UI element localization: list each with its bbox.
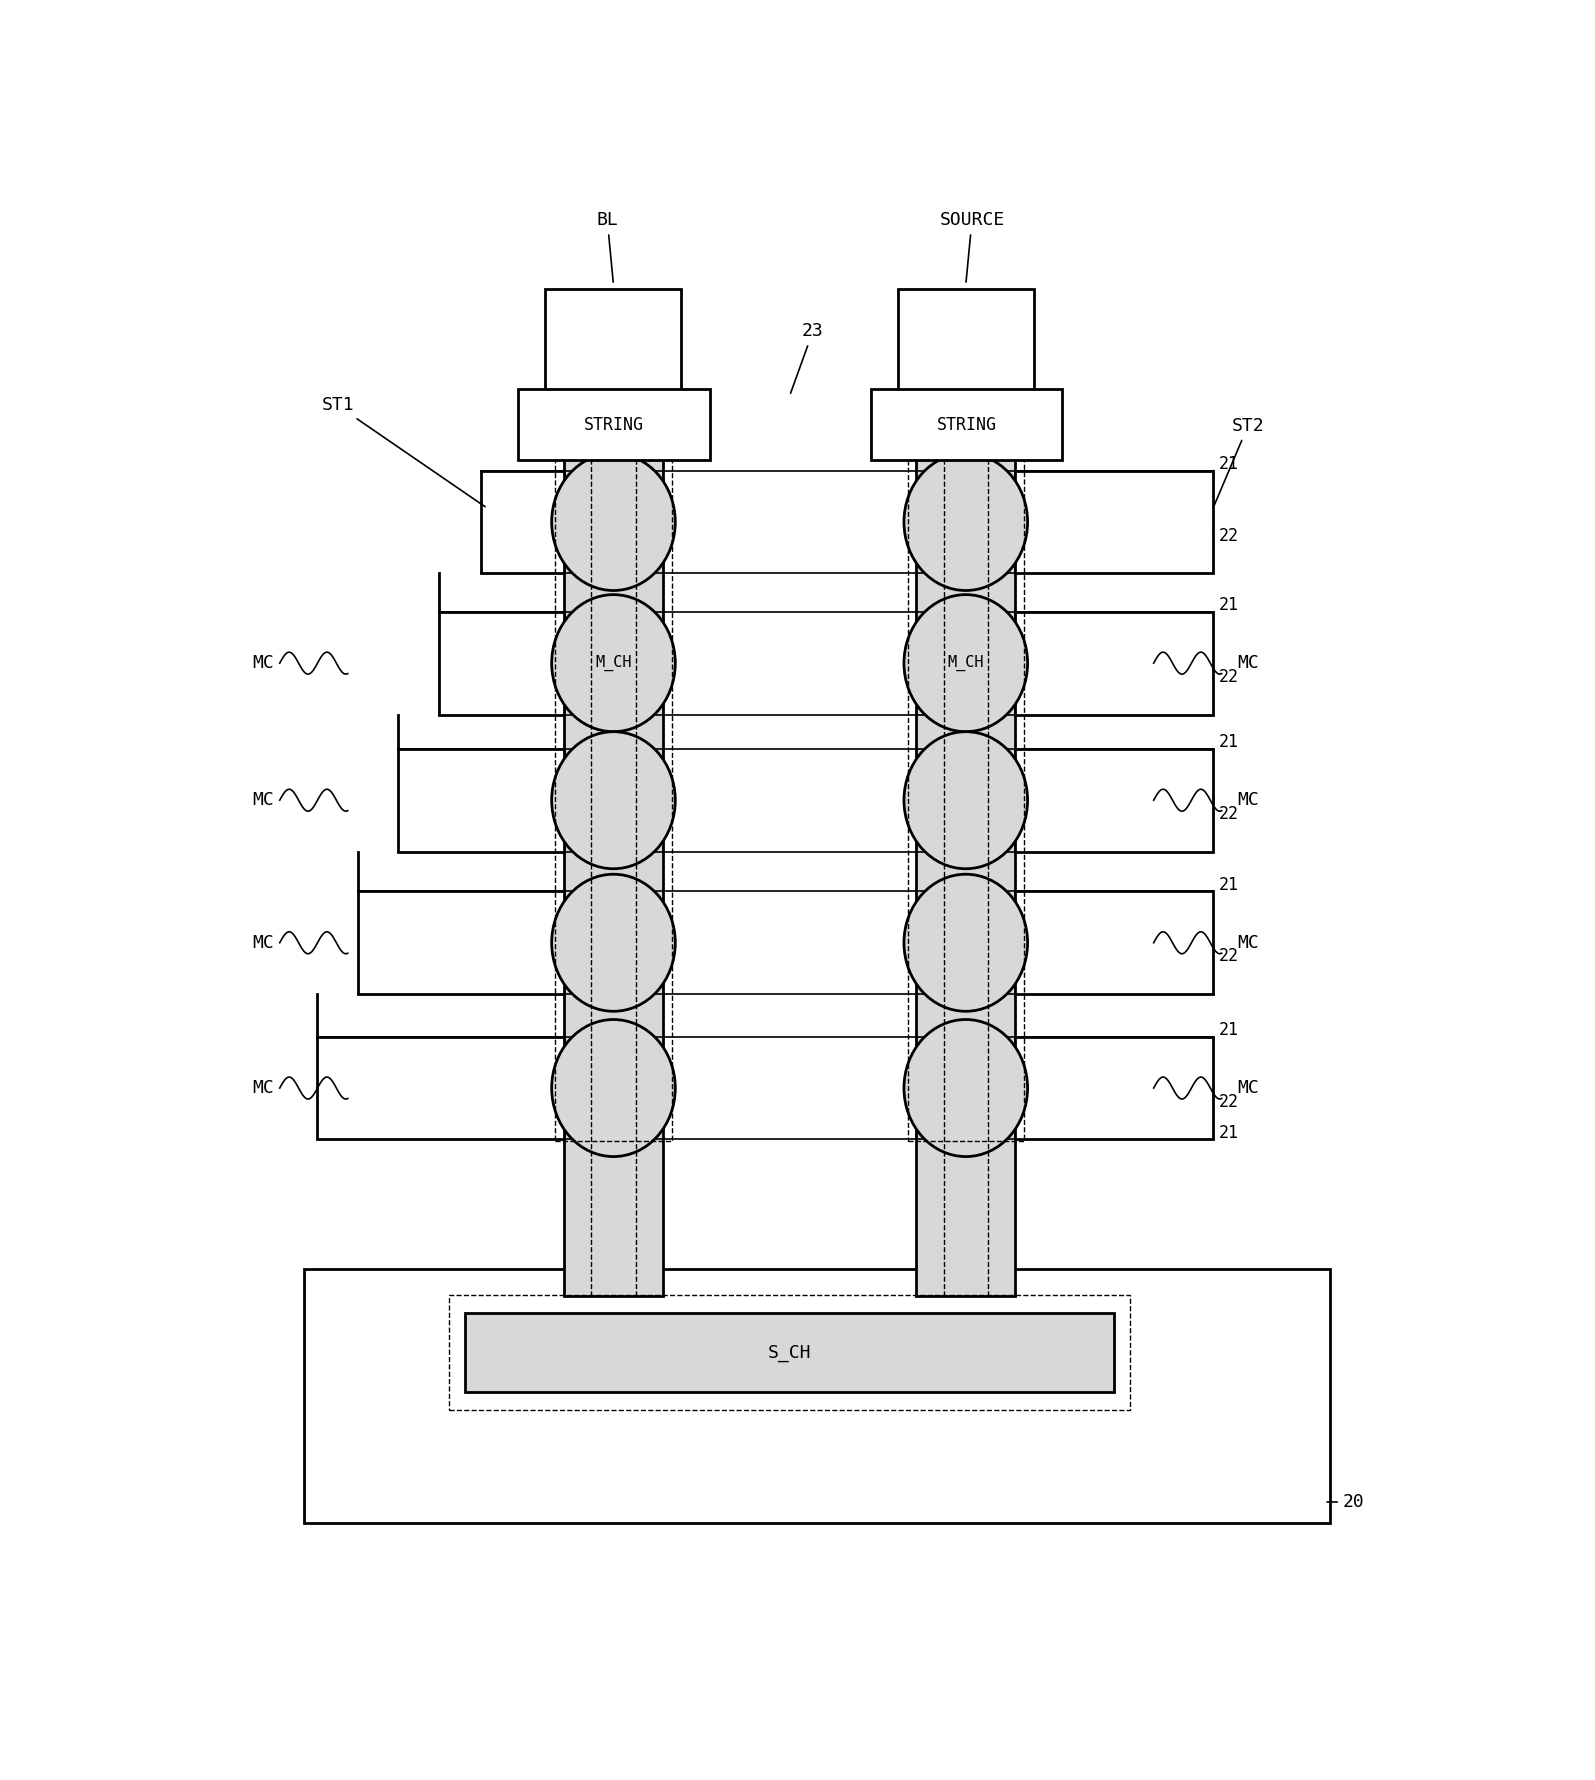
Text: MC: MC: [252, 655, 274, 673]
Bar: [908, 461, 1024, 1141]
Bar: [305, 1269, 1330, 1522]
Text: MC: MC: [1238, 655, 1260, 673]
Circle shape: [904, 595, 1027, 732]
Bar: [555, 461, 671, 1141]
Bar: [1014, 1036, 1214, 1139]
Text: 21: 21: [1214, 1123, 1239, 1141]
Circle shape: [552, 732, 675, 869]
Circle shape: [904, 874, 1027, 1011]
Text: MC: MC: [1238, 934, 1260, 952]
Text: 22: 22: [1214, 805, 1239, 822]
Bar: [1014, 612, 1214, 714]
Bar: [916, 425, 1016, 1296]
Text: MC: MC: [252, 934, 274, 952]
Text: MC: MC: [1238, 792, 1260, 810]
Bar: [399, 749, 565, 851]
Text: STRING: STRING: [584, 417, 644, 434]
Text: 21: 21: [1214, 733, 1239, 751]
Text: 23: 23: [791, 322, 823, 393]
Bar: [466, 1314, 1115, 1392]
Bar: [317, 1036, 565, 1139]
Text: 22: 22: [1214, 1093, 1239, 1111]
Text: 21: 21: [1214, 454, 1239, 473]
Circle shape: [904, 1020, 1027, 1157]
Bar: [565, 425, 664, 1296]
Bar: [1014, 749, 1214, 851]
Bar: [1014, 892, 1214, 995]
Text: 22: 22: [1214, 668, 1239, 685]
Text: 21: 21: [1214, 876, 1239, 894]
Text: ST2: ST2: [1214, 417, 1265, 506]
Circle shape: [552, 874, 675, 1011]
Bar: [545, 288, 681, 392]
Text: 21: 21: [1214, 596, 1239, 614]
Bar: [439, 612, 565, 714]
Circle shape: [552, 1020, 675, 1157]
Bar: [482, 470, 565, 573]
Circle shape: [904, 732, 1027, 869]
Text: SOURCE: SOURCE: [939, 212, 1005, 281]
Bar: [871, 390, 1062, 461]
Text: STRING: STRING: [936, 417, 997, 434]
Text: BL: BL: [597, 212, 619, 281]
Text: 22: 22: [1214, 527, 1239, 545]
Bar: [518, 390, 710, 461]
Text: 20: 20: [1327, 1493, 1365, 1511]
Text: M_CH: M_CH: [947, 655, 984, 671]
Text: MC: MC: [1238, 1079, 1260, 1096]
Bar: [357, 892, 565, 995]
Circle shape: [552, 595, 675, 732]
Text: MC: MC: [252, 1079, 274, 1096]
Bar: [1014, 470, 1214, 573]
Text: 21: 21: [1214, 1020, 1239, 1040]
Bar: [450, 1296, 1131, 1410]
Circle shape: [904, 454, 1027, 591]
Text: S_CH: S_CH: [767, 1344, 812, 1362]
Text: ST1: ST1: [321, 397, 485, 507]
Text: M_CH: M_CH: [595, 655, 632, 671]
Bar: [898, 288, 1034, 392]
Text: MC: MC: [252, 792, 274, 810]
Text: 22: 22: [1214, 947, 1239, 965]
Circle shape: [552, 454, 675, 591]
